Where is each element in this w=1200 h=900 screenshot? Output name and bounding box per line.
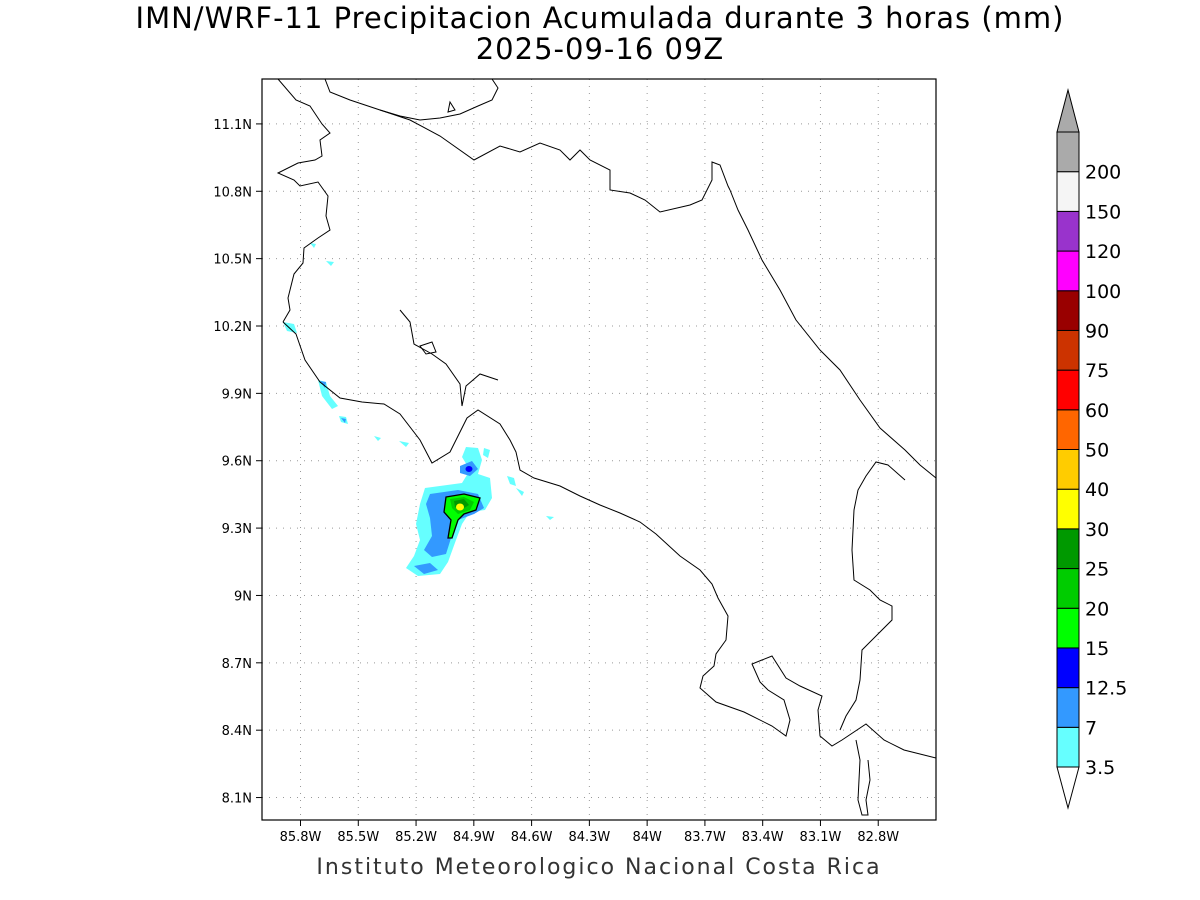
map-gridlines [262,79,936,820]
precip-area-12.5mm [465,466,473,472]
precip-area-3.5mm [483,448,490,458]
chart-title: IMN/WRF-11 Precipitacion Acumulada duran… [135,1,1065,35]
nicaragua-coastline [276,79,331,323]
lon-tick-label: 84.3W [568,830,610,845]
colorbar-swatch [1056,528,1080,570]
lon-tick-label: 83.1W [800,830,842,845]
footer-credit: Instituto Meteorologico Nacional Costa R… [316,855,882,880]
colorbar-swatch [1056,329,1080,371]
burica-peninsula-border [855,739,871,816]
colorbar-swatch [1056,726,1080,768]
lat-tick-label: 9.6N [222,455,252,470]
colorbar-label: 12.5 [1085,678,1127,700]
lon-tick-label: 85.2W [395,830,437,845]
map-area [262,79,936,820]
precip-area-3.5mm [326,261,334,266]
colorbar-label: 75 [1085,360,1109,382]
map-frame [261,78,937,821]
colorbar-swatch [1056,171,1080,212]
costa-rica-panama-border [839,461,906,731]
gulf-of-nicoya-coast [399,309,499,407]
precip-area-3.5mm [507,476,516,486]
colorbar-swatch [1056,290,1080,331]
precip-area-3.5mm [310,243,316,248]
colorbar: 3.5 7 12.5 15 20 25 30 40 50 60 75 90 100 120 150 200 [1056,88,1127,810]
colorbar-bottom-arrow [1056,766,1080,810]
lon-tick-label: 85.5W [337,830,379,845]
lat-tick-label: 10.2N [213,320,252,335]
precip-contour [443,493,481,539]
colorbar-swatch [1056,568,1080,609]
colorbar-label: 25 [1085,559,1109,581]
axis-ticks: 85.8W 85.5W 85.2W 84.9W 84.6W 84.3W 84W 83.7W 83… [213,118,899,845]
colorbar-swatch [1056,488,1080,530]
colorbar-top-arrow [1056,88,1080,133]
colorbar-label: 100 [1085,281,1121,303]
lat-tick-label: 11.1N [213,118,252,133]
colorbar-label: 20 [1085,598,1109,620]
island-outline [419,341,437,355]
colorbar-swatch [1056,607,1080,649]
colorbar-label: 150 [1085,201,1121,223]
colorbar-swatch [1056,449,1080,490]
lat-tick-label: 8.1N [222,792,252,807]
precip-area-3.5mm [374,436,381,441]
lon-tick-label: 85.8W [280,830,322,845]
lat-tick-label: 8.7N [222,657,252,672]
lat-tick-label: 9.3N [222,522,252,537]
colorbar-swatch [1056,369,1080,411]
colorbar-swatch [1056,409,1080,450]
precipitation-field [283,243,554,576]
precip-area-7mm [341,418,346,423]
nicaragua-caribbean-coast [379,79,499,121]
colorbar-label: 30 [1085,519,1109,541]
costa-rica-pacific-coast [282,321,936,759]
lon-tick-label: 84.6W [511,830,553,845]
colorbar-label: 200 [1085,162,1121,184]
costa-rica-caribbean-coast [729,189,936,479]
lat-tick-label: 8.4N [222,724,252,739]
colorbar-label: 15 [1085,638,1109,660]
lat-tick-label: 10.5N [213,253,252,268]
colorbar-label: 120 [1085,241,1121,263]
colorbar-label: 40 [1085,479,1109,501]
colorbar-label: 50 [1085,440,1109,462]
precip-area-3.5mm [399,441,409,447]
lon-tick-label: 82.8W [857,830,899,845]
lon-tick-label: 84W [632,830,662,845]
island-outline [447,100,456,113]
colorbar-label: 60 [1085,400,1109,422]
coastlines-borders [276,79,936,816]
colorbar-swatch [1056,131,1080,173]
colorbar-swatch [1056,687,1080,728]
precip-area-3.5mm [516,488,524,496]
colorbar-label: 3.5 [1085,757,1115,779]
colorbar-swatch [1056,647,1080,689]
lat-tick-label: 10.8N [213,185,252,200]
chart-subtitle-date: 2025-09-16 09Z [475,32,725,66]
lon-tick-label: 84.9W [453,830,495,845]
nicaragua-costa-rica-border [324,79,731,213]
colorbar-swatch [1056,250,1080,292]
lon-tick-label: 83.4W [742,830,784,845]
precip-area-3.5mm [546,516,554,520]
lat-tick-label: 9.9N [222,387,252,402]
precip-area-30mm [456,503,464,511]
lat-tick-label: 9N [234,589,252,604]
lon-tick-label: 83.7W [684,830,726,845]
colorbar-swatch [1056,210,1080,252]
colorbar-label: 7 [1085,717,1097,739]
precip-area-3.5mm [318,380,338,409]
precip-area-7mm [414,563,438,574]
colorbar-label: 90 [1085,320,1109,342]
